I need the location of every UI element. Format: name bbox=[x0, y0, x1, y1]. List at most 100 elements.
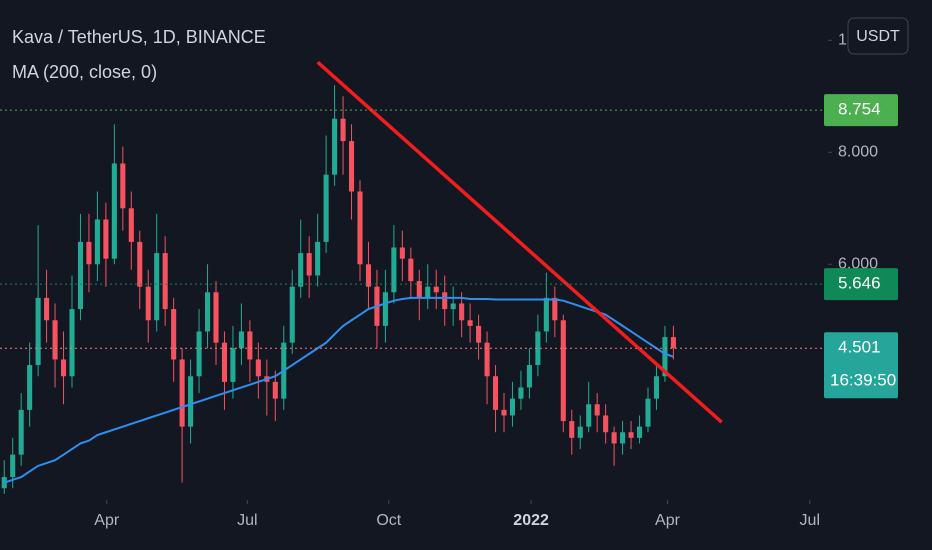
candle-body bbox=[518, 387, 524, 399]
candle-body bbox=[408, 258, 414, 282]
candle-body bbox=[255, 359, 261, 377]
ma-line bbox=[3, 296, 674, 484]
candle-body bbox=[611, 432, 617, 444]
candle-body bbox=[272, 381, 278, 399]
candle-body bbox=[289, 286, 295, 343]
price-label: 8.754 bbox=[838, 100, 881, 119]
candle-body bbox=[247, 331, 253, 360]
candle-body bbox=[137, 241, 143, 287]
candle-body bbox=[662, 337, 668, 377]
x-tick-label: Apr bbox=[655, 512, 681, 529]
candle-body bbox=[340, 118, 346, 142]
candle-body bbox=[204, 292, 211, 332]
candle-body bbox=[425, 286, 431, 298]
x-tick-label: 2022 bbox=[513, 512, 549, 529]
y-tick-label: 8.000 bbox=[838, 144, 878, 161]
candle-body bbox=[535, 331, 541, 366]
candle-body bbox=[577, 426, 583, 438]
candle-body bbox=[154, 253, 160, 321]
candle-body bbox=[86, 241, 92, 265]
candle-body bbox=[77, 241, 84, 310]
candle-body bbox=[196, 331, 202, 377]
candle-body bbox=[332, 118, 338, 175]
candle-body bbox=[670, 337, 676, 349]
candle-body bbox=[18, 409, 24, 455]
candle-body bbox=[120, 163, 126, 209]
candle-body bbox=[653, 376, 660, 399]
trendline bbox=[316, 60, 723, 424]
candle-body bbox=[52, 320, 58, 360]
candle-body bbox=[433, 286, 439, 293]
candle-body bbox=[238, 331, 244, 349]
candle-body bbox=[162, 253, 168, 310]
price-label-box bbox=[824, 332, 898, 399]
candle-body bbox=[315, 241, 321, 276]
candle-body bbox=[306, 253, 312, 276]
candle-body bbox=[569, 421, 575, 438]
candle-body bbox=[145, 286, 151, 321]
candle-body bbox=[543, 297, 549, 332]
price-label: 5.646 bbox=[838, 274, 881, 293]
candle-body bbox=[35, 297, 41, 366]
candle-body bbox=[171, 309, 177, 360]
candle-body bbox=[484, 342, 490, 377]
candle-body bbox=[348, 141, 355, 192]
candle-body bbox=[69, 309, 75, 377]
candle-body bbox=[620, 432, 626, 444]
candle-body bbox=[357, 191, 363, 265]
price-label-box bbox=[824, 268, 898, 301]
candle-body bbox=[230, 348, 236, 382]
candle-body bbox=[476, 325, 482, 343]
candle-body bbox=[560, 320, 566, 422]
candle-body bbox=[526, 365, 532, 388]
candle-body bbox=[586, 404, 592, 427]
candle-body bbox=[221, 342, 228, 382]
x-tick-label: Oct bbox=[376, 512, 401, 529]
legend-entry: MA (200, close, 0) bbox=[12, 62, 157, 82]
chart-title: Kava / TetherUS, 1D, BINANCE bbox=[12, 27, 266, 47]
candle-body bbox=[213, 292, 219, 343]
price-label: 4.501 bbox=[838, 338, 881, 357]
candle-body bbox=[442, 292, 448, 310]
currency-label[interactable]: USDT bbox=[856, 28, 900, 45]
candle-body bbox=[594, 404, 600, 416]
candle-body bbox=[323, 174, 329, 242]
candle-body bbox=[27, 365, 33, 410]
candle-body bbox=[459, 303, 465, 321]
x-tick-label: Apr bbox=[94, 512, 120, 529]
candle-body bbox=[391, 247, 397, 293]
candle-body bbox=[298, 253, 304, 287]
x-tick-label: Jul bbox=[800, 512, 820, 529]
x-tick-label: Jul bbox=[237, 512, 257, 529]
price-label-box bbox=[824, 94, 898, 127]
countdown: 16:39:50 bbox=[830, 371, 896, 390]
candle-body bbox=[60, 359, 67, 377]
candle-body bbox=[44, 297, 50, 321]
candle-body bbox=[111, 163, 117, 259]
candle-body bbox=[94, 219, 100, 265]
candle-body bbox=[645, 398, 651, 427]
currency-button[interactable] bbox=[847, 17, 909, 55]
candle-body bbox=[628, 432, 634, 438]
plot: Apr Jul Oct 2022 Apr Jul bbox=[0, 60, 828, 529]
candle-body bbox=[179, 359, 185, 427]
candle-body bbox=[552, 297, 558, 321]
candle-body bbox=[501, 409, 507, 416]
candle-body bbox=[365, 264, 372, 287]
candle-body bbox=[636, 426, 643, 438]
candle-body bbox=[467, 320, 473, 326]
candle-body bbox=[103, 219, 109, 259]
candle-body bbox=[188, 376, 194, 427]
candle-body bbox=[399, 247, 405, 259]
candle-body bbox=[509, 398, 516, 416]
candle-body bbox=[10, 454, 16, 478]
candle-body bbox=[603, 415, 609, 433]
candle-body bbox=[492, 376, 499, 410]
candle-body bbox=[450, 303, 456, 310]
candle-body bbox=[416, 281, 422, 298]
candle-body bbox=[382, 292, 388, 326]
candle-body bbox=[128, 208, 134, 242]
